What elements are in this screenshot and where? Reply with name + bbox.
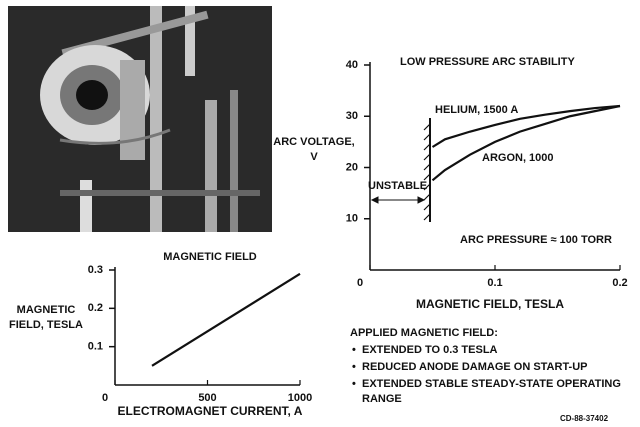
bullet: REDUCED ANODE DAMAGE ON START-UP bbox=[352, 360, 630, 375]
y-tick-label: 20 bbox=[346, 161, 358, 173]
notes: APPLIED MAGNETIC FIELD: EXTENDED TO 0.3 … bbox=[350, 326, 630, 409]
x-tick-label: 0.1 bbox=[487, 277, 502, 289]
unstable-boundary bbox=[370, 118, 431, 222]
y-tick-label: 0.3 bbox=[88, 264, 103, 276]
y-axis-label: MAGNETIC FIELD, TESLA bbox=[9, 304, 83, 331]
x-tick-label: 0.2 bbox=[612, 277, 627, 289]
annotation: UNSTABLE bbox=[368, 180, 427, 192]
figure-code: CD-88-37402 bbox=[560, 414, 609, 423]
chart-title: LOW PRESSURE ARC STABILITY bbox=[400, 56, 575, 68]
x-tick-label: 0 bbox=[357, 277, 363, 289]
x-axis-label: ELECTROMAGNET CURRENT, A bbox=[118, 404, 303, 418]
series-line bbox=[431, 104, 621, 148]
notes-heading: APPLIED MAGNETIC FIELD: bbox=[350, 327, 498, 339]
series-line bbox=[431, 104, 621, 182]
annotation: ARC PRESSURE ≈ 100 TORR bbox=[460, 234, 612, 246]
bullet-list: EXTENDED TO 0.3 TESLA REDUCED ANODE DAMA… bbox=[350, 343, 630, 407]
x-tick-label: 0 bbox=[102, 392, 108, 404]
x-tick-label: 1000 bbox=[288, 392, 312, 404]
bullet: EXTENDED TO 0.3 TESLA bbox=[352, 343, 630, 358]
y-tick-label: 10 bbox=[346, 213, 358, 225]
y-tick-label: 40 bbox=[346, 59, 358, 71]
chart-title: MAGNETIC FIELD bbox=[163, 251, 257, 263]
x-tick-label: 500 bbox=[198, 392, 216, 404]
series-line bbox=[151, 272, 301, 367]
y-tick-label: 30 bbox=[346, 110, 358, 122]
series-label: HELIUM, 1500 A bbox=[435, 104, 518, 116]
series-label: ARGON, 1000 bbox=[482, 152, 554, 164]
bullet: EXTENDED STABLE STEADY-STATE OPERATING R… bbox=[352, 377, 630, 407]
photo bbox=[8, 6, 272, 232]
y-tick-label: 0.1 bbox=[88, 341, 103, 353]
x-axis-label: MAGNETIC FIELD, TESLA bbox=[416, 297, 564, 311]
y-tick-label: 0.2 bbox=[88, 302, 103, 314]
y-axis-label: ARC VOLTAGE, V bbox=[273, 136, 355, 163]
